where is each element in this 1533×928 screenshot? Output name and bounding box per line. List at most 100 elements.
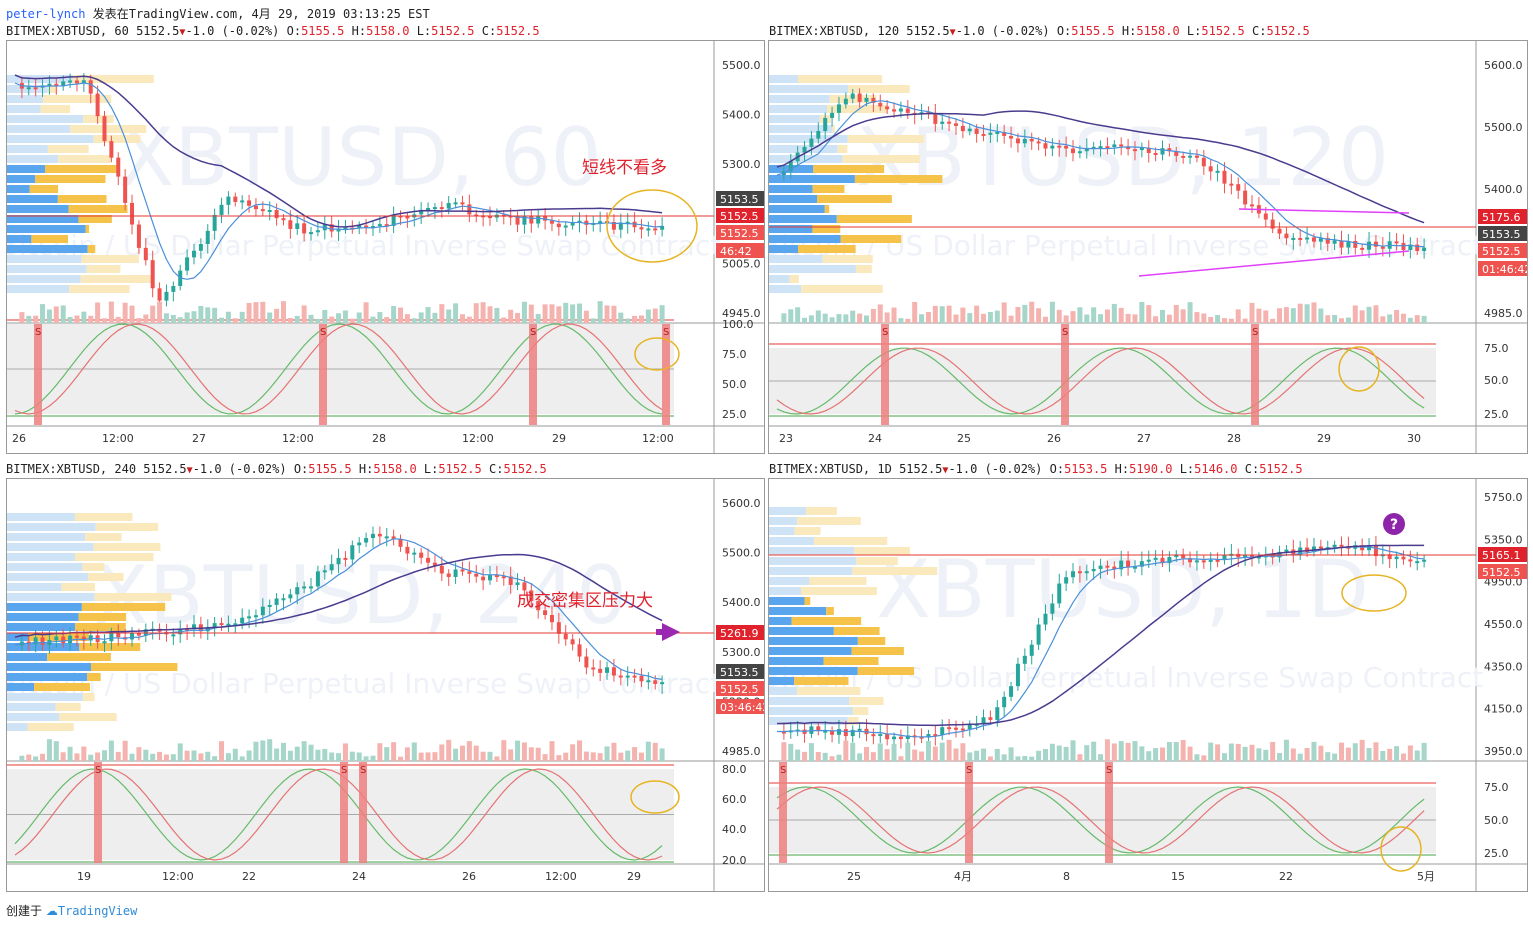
- annotation-circle: [1341, 574, 1407, 612]
- price-tag-label: 5153.5: [720, 666, 759, 679]
- candle: [947, 727, 952, 730]
- volume-profile-bar: [57, 195, 107, 203]
- volume-bar: [287, 750, 293, 761]
- candle: [1036, 141, 1041, 144]
- chart-svg-240[interactable]: XBTUSD, 240 Bitcoin / US Dollar Perpetual…: [7, 479, 764, 891]
- candle: [309, 232, 314, 235]
- osc-signal-label: S: [35, 327, 41, 338]
- volume-bar: [377, 312, 383, 323]
- volume-profile-bar: [769, 245, 799, 253]
- volume-bar: [1084, 745, 1090, 761]
- candle: [660, 225, 665, 230]
- volume-profile-bar: [769, 195, 818, 203]
- candle: [653, 228, 658, 231]
- volume-bar: [129, 753, 135, 761]
- candle: [130, 632, 135, 640]
- volume-bar: [857, 313, 863, 323]
- candle: [1422, 247, 1427, 252]
- candle: [130, 202, 135, 225]
- candle: [646, 680, 651, 683]
- volume-bar: [1166, 741, 1172, 761]
- candle: [391, 536, 396, 540]
- volume-profile-bar: [822, 255, 873, 263]
- candle: [460, 202, 465, 205]
- osc-tick-label: 50.0: [1484, 374, 1509, 387]
- volume-profile-bar: [7, 115, 84, 123]
- chart-svg-120[interactable]: XBTUSD, 120 Bitcoin / US Dollar Perpetual…: [769, 41, 1527, 453]
- candle: [102, 116, 107, 142]
- volume-bar: [198, 306, 204, 323]
- tradingview-logo-icon: ☁: [45, 904, 58, 918]
- candle: [898, 736, 903, 739]
- footer: 创建于 ☁TradingView: [6, 902, 137, 919]
- chart-panel-1d[interactable]: XBTUSD, 1D Bitcoin / US Dollar Perpetual …: [768, 478, 1528, 892]
- volume-bar: [1256, 308, 1262, 323]
- volume-profile-bar: [83, 115, 114, 123]
- volume-bar: [163, 754, 169, 761]
- volume-profile-bar: [848, 85, 910, 93]
- volume-profile-bar: [857, 667, 915, 675]
- volume-bar: [60, 752, 66, 761]
- volume-bar: [329, 752, 335, 761]
- candle: [1387, 554, 1392, 560]
- candle: [515, 582, 520, 585]
- chart-panel-240[interactable]: XBTUSD, 240 Bitcoin / US Dollar Perpetual…: [6, 478, 765, 892]
- volume-profile-bar: [769, 537, 815, 545]
- brand-link[interactable]: TradingView: [57, 904, 138, 918]
- chart-panel-60[interactable]: XBTUSD, 60 Bitcoin / US Dollar Perpetual …: [6, 40, 765, 454]
- volume-profile-bar: [82, 693, 95, 701]
- candle: [315, 571, 320, 587]
- volume-bar: [53, 741, 59, 761]
- volume-bar: [170, 314, 176, 323]
- time-tick-label: 25: [847, 870, 861, 883]
- price-tick-label: 5400.0: [722, 109, 761, 122]
- volume-bar: [95, 302, 101, 323]
- volume-bar: [384, 747, 390, 761]
- candle: [33, 637, 38, 645]
- volume-bar: [143, 749, 149, 761]
- volume-bar: [1015, 756, 1021, 761]
- osc-signal-label: S: [341, 765, 347, 776]
- author-link[interactable]: peter-lynch: [6, 7, 86, 21]
- candle: [1057, 583, 1062, 604]
- volume-bar: [953, 314, 959, 323]
- volume-bar: [535, 747, 541, 761]
- volume-bar: [1070, 740, 1076, 761]
- price-tag: [716, 208, 764, 223]
- volume-profile-bar: [75, 623, 126, 631]
- candle: [1243, 555, 1248, 558]
- candle: [953, 727, 958, 730]
- candle: [981, 133, 986, 136]
- volume-bar: [974, 750, 980, 761]
- created-label: 创建于: [6, 904, 43, 918]
- candle: [446, 573, 451, 577]
- candle: [639, 227, 644, 230]
- chart-svg-1d[interactable]: XBTUSD, 1D Bitcoin / US Dollar Perpetual …: [769, 479, 1527, 891]
- candle: [1305, 237, 1310, 240]
- time-tick-label: 12:00: [545, 870, 577, 883]
- annotation-circle: [606, 189, 698, 263]
- candle: [1071, 571, 1076, 578]
- volume-bar: [115, 751, 121, 761]
- high: 5190.0: [1129, 462, 1173, 476]
- candle: [157, 288, 162, 301]
- time-tick-label: 29: [552, 432, 566, 445]
- volume-bar: [157, 751, 163, 761]
- volume-bar: [232, 748, 238, 761]
- candle: [809, 138, 814, 147]
- candle: [136, 224, 141, 248]
- volume-bar: [67, 316, 73, 323]
- osc-d-line: [14, 768, 663, 861]
- osc-signal-bar: [881, 324, 889, 425]
- chart-panel-120[interactable]: XBTUSD, 120 Bitcoin / US Dollar Perpetual…: [768, 40, 1528, 454]
- volume-profile-bar: [812, 185, 845, 193]
- candle: [1077, 151, 1082, 154]
- change: -1.0 (-0.02%): [948, 462, 1043, 476]
- volume-bar: [1001, 754, 1007, 761]
- time-tick-label: 12:00: [282, 432, 314, 445]
- osc-signal-bar: [662, 324, 670, 425]
- volume-bar: [398, 756, 404, 761]
- volume-bar: [274, 748, 280, 761]
- volume-bar: [363, 302, 369, 323]
